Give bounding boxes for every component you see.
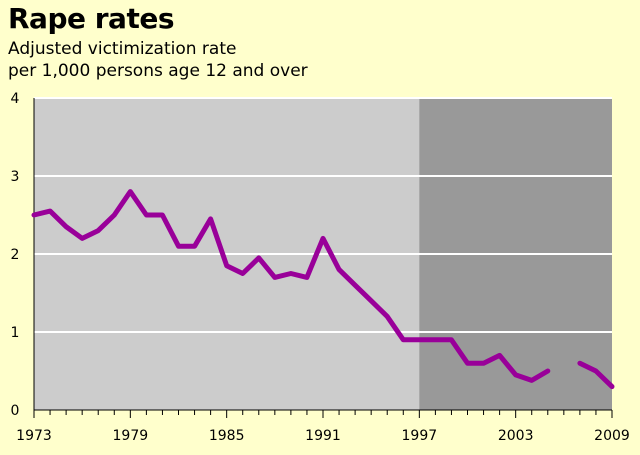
series-line-segment-1 <box>31 189 551 383</box>
x-tick-label: 1979 <box>113 428 149 444</box>
y-tick-label: 4 <box>11 91 20 107</box>
x-tick-label: 1997 <box>402 428 438 444</box>
y-tick-label: 2 <box>11 247 20 263</box>
series-line-segment-2 <box>577 360 615 390</box>
y-tick-label: 0 <box>11 403 20 419</box>
subtitle-line-2: per 1,000 persons age 12 and over <box>8 61 308 81</box>
y-tick-label: 1 <box>11 325 20 341</box>
x-tick-label: 1973 <box>16 428 52 444</box>
x-tick-label: 1991 <box>305 428 341 444</box>
chart-title: Rape rates <box>8 2 174 35</box>
gridlines <box>34 97 612 333</box>
chart-subtitle: Adjusted victimization rate per 1,000 pe… <box>8 38 308 82</box>
axes <box>33 98 613 418</box>
series-lines <box>31 189 615 390</box>
subtitle-line-1: Adjusted victimization rate <box>8 39 237 59</box>
y-tick-label: 3 <box>11 169 20 185</box>
x-tick-label: 2009 <box>594 428 630 444</box>
x-tick-label: 2003 <box>498 428 534 444</box>
tick-labels: 1973 1979 1985 1991 1997 2003 2009 0 1 2 3 4 <box>11 91 630 444</box>
x-tick-label: 1985 <box>209 428 245 444</box>
